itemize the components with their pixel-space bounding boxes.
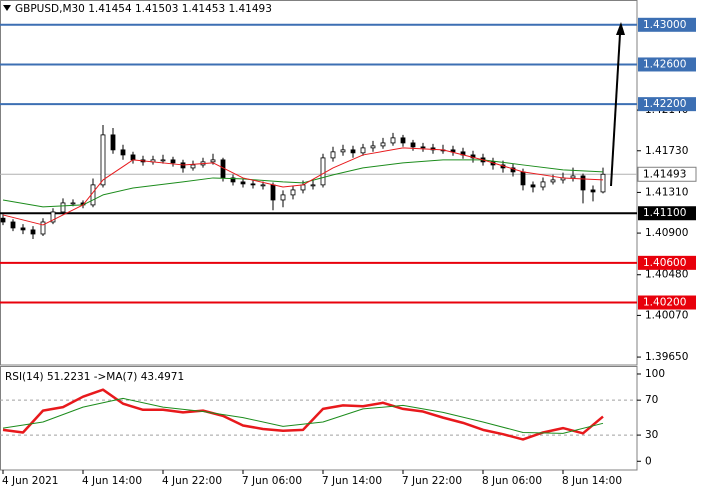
candle-body [300,184,306,191]
arrow-shaft [610,33,621,187]
rsi-panel [0,366,638,471]
candle-body [420,146,426,149]
level-label-box [638,206,696,221]
candle-body [0,217,6,223]
main-panel [0,0,638,366]
y-tick-label: 70 [645,394,658,406]
level-label: 1.40200 [643,297,686,309]
candle-body [530,184,536,188]
candle-body [540,181,546,188]
rsi-title: RSI(14) 51.2231 ->MA(7) 43.4971 [5,371,184,383]
candle-body [120,149,126,156]
x-tick-label: 7 Jun 14:00 [322,475,382,487]
candle-body [340,149,346,153]
current-price-box [637,166,697,182]
arrow-head [616,22,625,35]
candle-body [30,229,36,235]
candle-body [10,221,16,229]
candle-body [320,157,326,186]
candle-body [270,184,276,201]
y-tick-label: 0 [645,455,652,467]
level-label-box [638,97,696,112]
y-tick-label: 30 [645,429,658,441]
x-tick-label: 8 Jun 14:00 [562,475,622,487]
series-line [2,147,604,226]
candle-body [160,159,166,162]
candle-body [260,184,266,187]
candle-body [550,179,556,183]
level-label: 1.40600 [643,257,686,269]
x-tick-label: 7 Jun 06:00 [242,475,302,487]
x-tick-label: 8 Jun 06:00 [482,475,542,487]
y-tick-label: 100 [645,368,665,380]
candle-body [310,184,316,187]
candle-body [230,177,236,183]
candle-body [590,189,596,193]
candle-body [110,134,116,151]
y-tick-label: 1.41310 [645,186,688,198]
level-label: 1.42200 [643,98,686,110]
candle-body [350,149,356,154]
series-line [2,159,604,208]
candle-body [570,175,576,179]
candle-body [280,194,286,201]
candle-body [70,202,76,205]
candle-body [50,211,56,223]
candle-body [520,171,526,186]
candle-body [20,227,26,231]
y-tick-label: 1.39650 [645,351,688,363]
candle-body [580,175,586,191]
chart-title: GBPUSD,M30 1.41454 1.41503 1.41453 1.414… [15,3,272,15]
level-label: 1.43000 [643,19,686,31]
candle-body [100,134,106,186]
y-tick-label: 1.40900 [645,227,688,239]
candle-body [170,159,176,164]
candle-body [190,164,196,169]
candle-body [210,159,216,163]
candle-body [410,142,416,148]
current-price-label: 1.41493 [643,168,686,180]
candle-body [130,154,136,161]
x-tick-label: 4 Jun 14:00 [82,475,142,487]
level-label: 1.42600 [643,58,686,70]
series-line [2,388,604,441]
candle-body [380,142,386,147]
y-tick-label: 1.41730 [645,145,688,157]
level-label-box [638,255,696,270]
x-tick-label: 7 Jun 22:00 [402,475,462,487]
candle-body [360,147,366,154]
x-tick-label: 4 Jun 2021 [2,475,58,487]
x-tick-label: 4 Jun 22:00 [162,475,222,487]
series-line [2,397,604,434]
candle-body [40,221,46,235]
level-label: 1.41100 [643,207,686,219]
candle-body [600,173,606,193]
y-tick-label: 1.40480 [645,269,688,281]
level-label-box [638,295,696,310]
plot-layer: 1.421401.417301.413101.409001.404801.400… [0,17,697,487]
candle-body [290,189,296,196]
y-tick-label: 1.40070 [645,309,688,321]
menu-triangle[interactable] [3,5,11,11]
level-label-box [638,57,696,72]
candle-body [60,202,66,213]
candle-body [370,145,376,149]
candle-body [390,137,396,144]
candle-body [250,183,256,186]
candle-body [240,181,246,185]
candle-body [400,137,406,144]
candle-body [450,149,456,153]
candle-body [330,151,336,159]
level-label-box [638,17,696,32]
